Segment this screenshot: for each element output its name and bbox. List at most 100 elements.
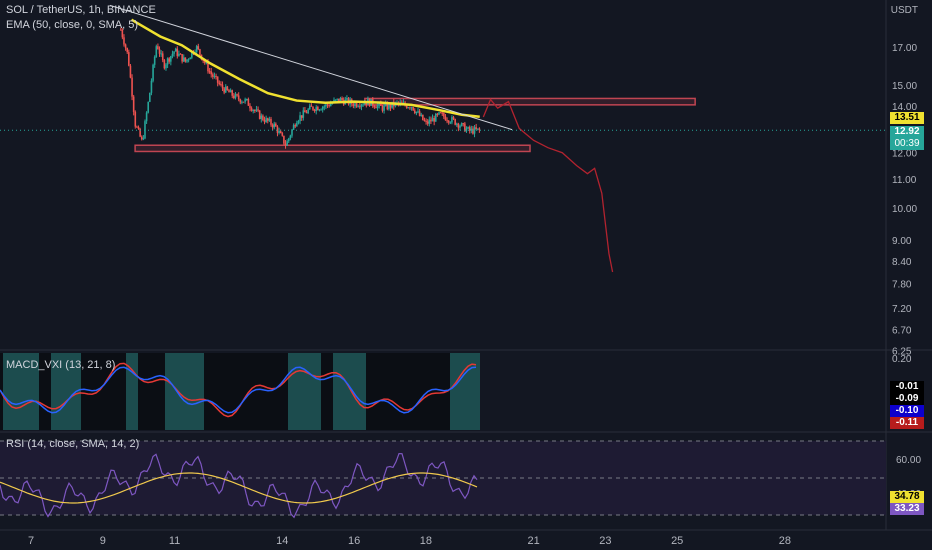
macd-bar [291,353,294,430]
candle-body [315,107,318,111]
macd-bar [459,353,462,430]
rsi-indicator-label[interactable]: RSI (14, close, SMA, 14, 2) [6,438,140,450]
macd-bar [24,353,27,430]
candle-body [176,48,179,56]
macd-bar [189,353,192,430]
candle-body [433,118,435,122]
candle-body [284,143,287,146]
candle-body [142,138,145,140]
candle-body [313,109,316,111]
price-tick-label: 8.40 [892,257,912,268]
candle-body [389,104,392,108]
candle-body [455,123,458,125]
candle-body [220,84,222,86]
price-tick-label: 6.70 [892,326,912,337]
candle-body [236,94,238,96]
macd-bar [111,353,114,430]
macd-bar [315,353,318,430]
macd-bar [462,353,465,430]
candle-body [197,46,200,50]
price-tick-label: 9.00 [892,236,912,247]
rsi-ma-line [0,472,478,504]
candle-body [250,108,253,111]
rsi-value-badge: 33.23 [890,503,924,515]
macd-bar [453,353,456,430]
time-tick-label: 18 [420,535,432,547]
candle-body [346,98,348,100]
candle-body [268,118,271,121]
macd-bar [195,353,198,430]
macd-bar [270,353,273,430]
candle-body [147,101,150,113]
macd-bar [384,353,387,430]
macd-bar [375,353,378,430]
candle-body [179,53,182,55]
candle-body [476,128,479,130]
candle-body [312,106,314,110]
macd-bar [30,353,33,430]
time-tick-label: 7 [28,535,34,547]
macd-bar [51,353,54,430]
candle-body [229,90,232,93]
macd-bar [216,353,219,430]
candle-body [171,53,174,57]
macd-bar [78,353,81,430]
candle-body [336,98,339,100]
macd-bar [348,353,351,430]
candle-body [237,95,240,100]
candle-body [291,129,293,136]
ema-indicator-label[interactable]: EMA (50, close, 0, SMA, 5) [6,19,139,31]
support-zone [134,144,531,153]
candle-body [174,48,177,52]
candle-body [446,120,448,122]
macd-indicator-label[interactable]: MACD_VXI (13, 21, 8) [6,359,116,371]
candle-body [452,117,455,120]
macd-bar [372,353,375,430]
time-tick-label: 11 [169,535,180,547]
candle-body [239,99,242,103]
candle-body [318,109,321,111]
macd-bar [222,353,225,430]
candle-body [207,62,209,72]
macd-bar [297,353,300,430]
macd-bar [261,353,264,430]
macd-value-4: -0.11 [890,417,924,429]
candle-body [302,110,305,118]
candle-body [478,128,481,130]
candle-body [317,107,319,111]
macd-bar [225,353,228,430]
candle-body [422,114,424,121]
candle-body [244,99,246,102]
candle-body [468,127,471,131]
candle-body [249,105,251,109]
macd-bar [285,353,288,430]
candle-body [423,120,426,122]
rsi-ma-badge: 34.78 [890,491,924,503]
candle-body [213,75,216,77]
macd-bar [132,353,135,430]
macd-bar [471,353,474,430]
candle-body [223,88,225,93]
macd-bar [138,353,141,430]
candle-body [373,105,376,108]
candle-body [444,116,447,121]
candle-body [275,123,277,127]
candle-body [262,115,264,121]
macd-bar [255,353,258,430]
candle-body [255,109,258,111]
candle-body [365,102,368,105]
time-tick-label: 21 [527,535,539,547]
candle-body [241,101,243,103]
candle-body [465,128,468,132]
candle-body [132,96,135,112]
candle-body [386,103,389,110]
candle-body [409,107,411,109]
macd-bar [99,353,102,430]
candle-body [413,110,416,113]
macd-bar [417,353,420,430]
macd-bar [369,353,372,430]
candle-body [383,105,385,111]
macd-bar [186,353,189,430]
macd-bar [159,353,162,430]
